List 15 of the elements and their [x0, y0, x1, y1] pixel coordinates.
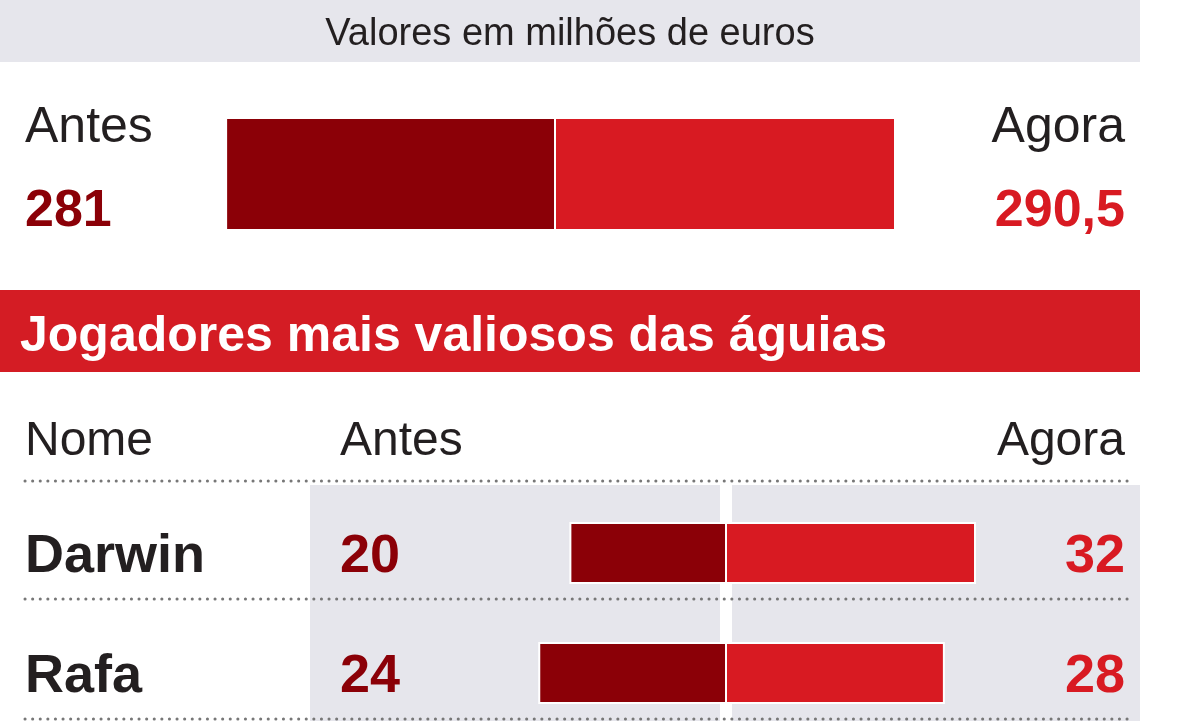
- series-label: Agora: [996, 412, 1126, 465]
- y-tick-label: Darwin: [25, 523, 206, 583]
- text: Antes: [340, 412, 463, 465]
- series-label: Agora: [991, 97, 1126, 153]
- text: 24: [340, 643, 401, 703]
- text: 281: [25, 179, 112, 237]
- data-label: 290,5: [994, 179, 1125, 237]
- y-tick-label: Rafa: [25, 643, 144, 703]
- data-label: 32: [1064, 523, 1125, 583]
- text: 20: [340, 523, 401, 583]
- chart-subtitle: Valores em milhões de euros: [325, 11, 815, 53]
- y-axis-title: Nome: [25, 412, 154, 465]
- chart-title: Jogadores mais valiosos das águias: [20, 306, 888, 362]
- series-label: Antes: [25, 97, 153, 153]
- data-label: 28: [1064, 643, 1125, 703]
